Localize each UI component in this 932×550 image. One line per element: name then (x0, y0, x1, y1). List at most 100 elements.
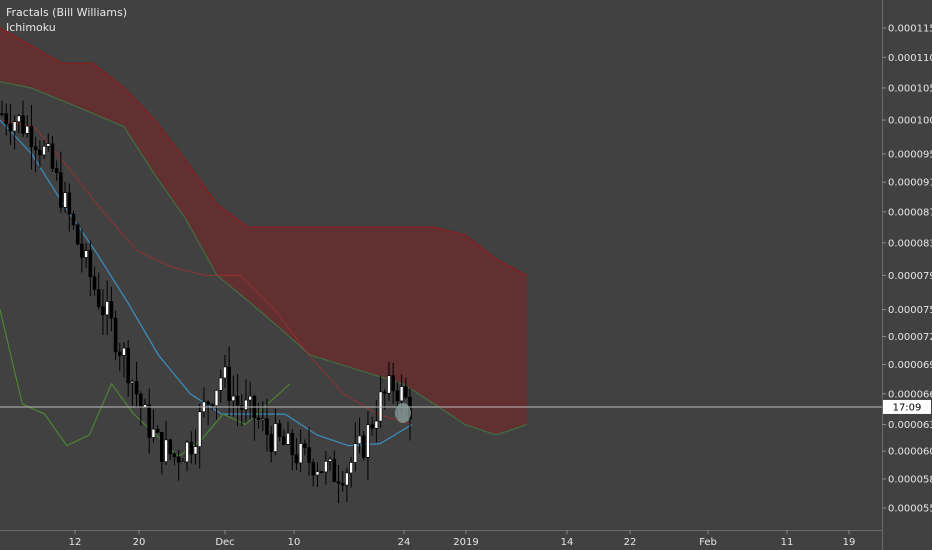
candle-body (349, 462, 353, 474)
candle-body (172, 453, 177, 458)
y-tick-label: 0.0000720 (888, 332, 932, 343)
candle-body (307, 447, 311, 463)
candle-body (244, 399, 248, 410)
candle-body (235, 395, 240, 406)
x-tick-label: 2019 (453, 537, 478, 548)
candle-body (33, 146, 38, 151)
candle-body (101, 306, 105, 316)
x-tick-label: 20 (133, 537, 146, 548)
current-price-label: 17:09 (883, 399, 931, 414)
candle-body (387, 375, 391, 394)
candle-body (206, 401, 210, 405)
candle-body (315, 471, 320, 476)
candle-body (67, 192, 72, 215)
kumo-span-a (0, 27, 528, 276)
candle-body (92, 276, 97, 290)
candle-body (84, 250, 88, 258)
candle-body (290, 432, 295, 456)
candle-body (223, 366, 227, 379)
candle-body (105, 301, 109, 316)
y-axis[interactable]: 0.0001150 0.0001100 0.0001050 0.0001000 0.00… (882, 24, 932, 515)
candle-body (29, 125, 34, 148)
kumo-area (0, 28, 527, 435)
candle-body (155, 428, 160, 433)
x-tick-label: Dec (215, 537, 234, 548)
candle-body (71, 213, 76, 226)
plot-background (0, 0, 882, 530)
candle-body (273, 423, 278, 452)
candle-body (147, 404, 152, 438)
candle-body (113, 317, 118, 353)
candle-body (139, 393, 143, 408)
candle-body (0, 113, 4, 115)
candle-body (303, 443, 307, 448)
candle-body (164, 439, 168, 462)
y-tick-label: 0.0000750 (888, 305, 932, 316)
x-tick-label: 12 (69, 537, 82, 548)
y-tick-label: 0.0000910 (888, 178, 932, 189)
candle-body (260, 418, 265, 421)
candle-body (46, 143, 51, 147)
y-tick-label: 0.0001050 (888, 83, 932, 94)
candle-body (193, 446, 198, 455)
candle-body (122, 347, 126, 356)
candle-body (117, 351, 122, 356)
candle-body (357, 435, 362, 444)
x-tick-label: 14 (561, 537, 574, 548)
candle-body (160, 431, 164, 462)
candle-body (4, 113, 9, 125)
candle-body (218, 377, 223, 391)
candle-body (336, 481, 341, 484)
candle-body (227, 366, 231, 402)
current-price-label-text: 17:09 (893, 402, 922, 413)
candle-body (374, 420, 379, 429)
candle-body (134, 381, 139, 395)
x-tick-label: 11 (781, 537, 794, 548)
candle-body (80, 243, 84, 258)
candle-body (54, 168, 59, 173)
x-axis[interactable]: 12 20 Dec 10 24 2019 14 22 Feb 11 19 (69, 530, 856, 548)
legend-fractals[interactable]: Fractals (Bill Williams) (6, 6, 128, 19)
candle-body (332, 458, 337, 482)
candle-body (50, 143, 55, 169)
y-tick-label: 0.0000630 (888, 420, 932, 431)
x-tick-label: 19 (843, 537, 856, 548)
candle-body (25, 125, 30, 134)
candle-body (324, 461, 328, 473)
candle-body (8, 123, 13, 132)
candle-body (151, 428, 156, 438)
candle-body (17, 115, 21, 123)
candle-body (311, 462, 316, 476)
candle-body (328, 458, 332, 462)
y-tick-label: 0.0000950 (888, 149, 932, 160)
y-tick-label: 0.0001150 (888, 24, 932, 35)
candle-body (282, 436, 286, 445)
candle-body (345, 472, 349, 486)
legend-ichimoku[interactable]: Ichimoku (6, 21, 56, 34)
candle-body (126, 347, 130, 384)
candle-body (265, 418, 269, 435)
x-tick-label: 22 (624, 537, 637, 548)
y-tick-label: 0.0000870 (888, 207, 932, 218)
candle-body (21, 115, 25, 134)
candle-body (370, 424, 374, 429)
candle-body (189, 441, 194, 455)
candle-body (197, 411, 202, 447)
candle-body (256, 417, 261, 420)
candle-body (130, 381, 135, 384)
candle-body (210, 404, 215, 406)
candle-body (42, 146, 46, 156)
y-tick-label: 0.0000830 (888, 238, 932, 249)
candle-body (353, 443, 358, 463)
candle-body (63, 192, 67, 208)
fractal-marker (395, 402, 411, 423)
y-tick-label: 0.0000605 (888, 447, 932, 458)
candle-body (38, 149, 42, 156)
candle-body (399, 386, 404, 402)
candle-body (319, 471, 324, 473)
x-tick-label: 10 (288, 537, 301, 548)
y-tick-label: 0.0001000 (888, 116, 932, 127)
x-tick-label: Feb (699, 537, 717, 548)
candle-body (168, 439, 173, 455)
